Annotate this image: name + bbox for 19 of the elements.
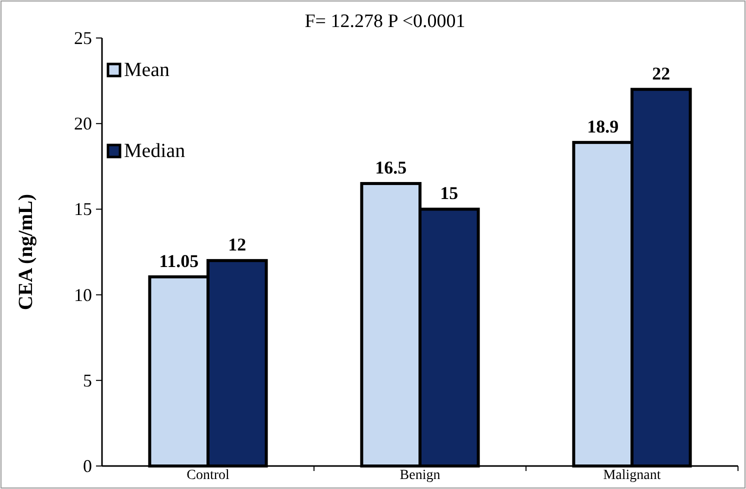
x-tick-label: Control (186, 468, 230, 483)
y-axis-title: CEA (ng/mL) (15, 194, 37, 310)
y-tick-label: 20 (74, 114, 92, 134)
x-tick-label: Malignant (603, 468, 661, 483)
data-label: 12 (228, 234, 246, 255)
legend-label: Median (124, 140, 186, 162)
data-label: 11.05 (159, 250, 199, 271)
x-tick-label: Benign (400, 468, 440, 483)
data-label: 18.9 (587, 116, 619, 136)
y-tick-label: 15 (74, 199, 92, 220)
y-tick-label: 10 (74, 284, 92, 305)
data-label: 22 (652, 63, 670, 84)
y-tick-label: 0 (83, 456, 92, 476)
y-tick-label: 5 (83, 370, 92, 390)
data-label: 15 (440, 183, 458, 204)
data-label: 16.5 (375, 158, 407, 178)
y-tick-label: 25 (74, 28, 92, 48)
legend-label: Mean (124, 59, 170, 81)
text: F= 12.278 P <0.0001 (304, 11, 466, 32)
